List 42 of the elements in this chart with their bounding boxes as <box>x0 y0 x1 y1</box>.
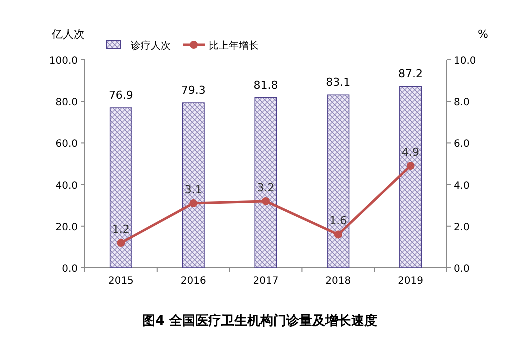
data-label: 76.9 <box>108 89 134 102</box>
y2-tick-label: 10.0 <box>454 56 476 67</box>
y-tick-label: 40.0 <box>56 180 78 192</box>
legend-label: 诊疗人次 <box>131 40 171 52</box>
bar <box>400 86 422 268</box>
legend-label: 比上年增长 <box>209 40 259 52</box>
data-label: 3.1 <box>184 184 202 197</box>
y2-tick-label: 2.0 <box>454 222 470 234</box>
y-tick-label: 100.0 <box>49 56 78 67</box>
data-label: 83.1 <box>326 76 351 90</box>
data-label: 4.9 <box>402 146 420 160</box>
point <box>334 230 342 239</box>
x-tick-label: 2017 <box>253 276 279 287</box>
point <box>262 197 270 206</box>
data-label: 81.8 <box>254 78 278 92</box>
point <box>190 200 198 208</box>
point <box>406 162 415 170</box>
bar <box>110 108 132 268</box>
data-label: 3.2 <box>257 181 275 194</box>
bar <box>182 102 205 268</box>
y2-axis-title: % <box>478 28 488 41</box>
y-tick-label: 0.0 <box>62 264 78 275</box>
y-tick-label: 60.0 <box>56 139 78 150</box>
data-label: 87.2 <box>398 68 424 81</box>
y-tick-label: 20.0 <box>56 222 78 234</box>
bar <box>254 97 278 268</box>
y2-tick-label: 8.0 <box>454 98 470 109</box>
bar <box>327 94 350 268</box>
x-tick-label: 2016 <box>180 276 206 287</box>
point <box>117 239 126 248</box>
y-tick-label: 80.0 <box>56 98 78 109</box>
y2-tick-label: 0.0 <box>454 264 470 275</box>
y2-tick-label: 4.0 <box>454 180 470 192</box>
text: 图4 全国医疗卫生机构门诊量及增长速度 <box>142 313 378 329</box>
x-tick-label: 2018 <box>326 276 352 287</box>
data-label: 1.6 <box>330 214 348 228</box>
y2-tick-label: 6.0 <box>454 139 470 150</box>
data-label: 79.3 <box>181 84 206 98</box>
x-tick-label: 2015 <box>108 276 134 287</box>
data-label: 1.2 <box>112 223 130 236</box>
x-tick-label: 2019 <box>398 276 424 287</box>
y-axis-title: 亿人次 <box>51 28 85 41</box>
